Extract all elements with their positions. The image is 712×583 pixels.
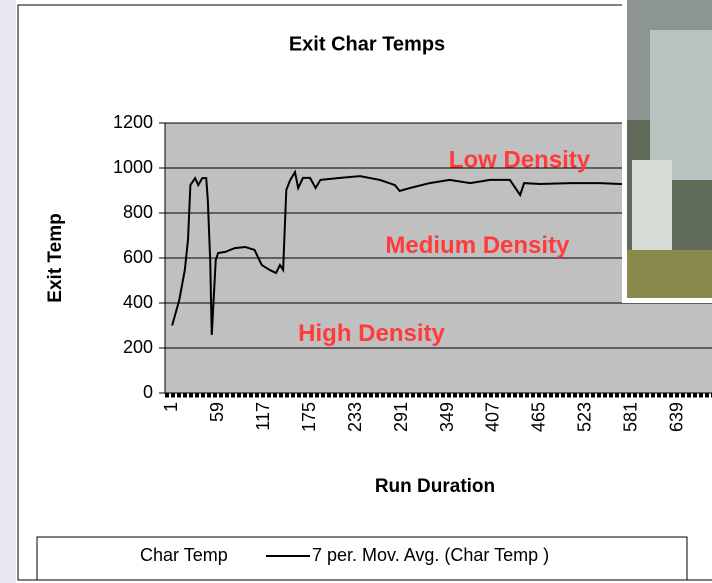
- chart-title: Exit Char Temps: [289, 33, 445, 55]
- y-tick-label: 200: [123, 337, 153, 357]
- x-tick-label: 59: [207, 402, 227, 422]
- x-tick-label: 349: [437, 402, 457, 432]
- x-tick-label: 523: [575, 402, 595, 432]
- x-axis-label: Run Duration: [375, 476, 495, 497]
- annotation: High Density: [298, 320, 445, 347]
- legend-label: 7 per. Mov. Avg. (Char Temp ): [312, 545, 549, 565]
- photo: [622, 0, 712, 303]
- x-tick-label: 407: [483, 402, 503, 432]
- side-strip: [0, 0, 16, 583]
- photo-ground: [627, 250, 712, 298]
- x-tick-label: 1: [161, 402, 181, 412]
- legend-label: Char Temp: [140, 545, 228, 565]
- y-tick-label: 1200: [113, 112, 153, 132]
- x-tick-label: 465: [529, 402, 549, 432]
- y-tick-label: 800: [123, 202, 153, 222]
- x-tick-label: 639: [667, 402, 687, 432]
- x-tick-label: 581: [621, 402, 641, 432]
- y-tick-label: 1000: [113, 157, 153, 177]
- x-tick-label: 117: [253, 402, 273, 431]
- photo-structure: [650, 30, 712, 180]
- y-tick-label: 0: [143, 382, 153, 402]
- photo-tank: [632, 160, 672, 250]
- annotation: Medium Density: [385, 232, 570, 259]
- y-tick-label: 400: [123, 292, 153, 312]
- x-tick-label: 291: [391, 402, 411, 432]
- x-tick-label: 175: [299, 402, 319, 432]
- x-tick-label: 233: [345, 402, 365, 432]
- annotation: Low Density: [449, 147, 591, 174]
- y-tick-label: 600: [123, 247, 153, 267]
- y-axis-label: Exit Temp: [45, 213, 66, 302]
- chart: 0 200 400 600 800 1000 1200 1 59 117 175 233 291 349 4…: [0, 0, 712, 583]
